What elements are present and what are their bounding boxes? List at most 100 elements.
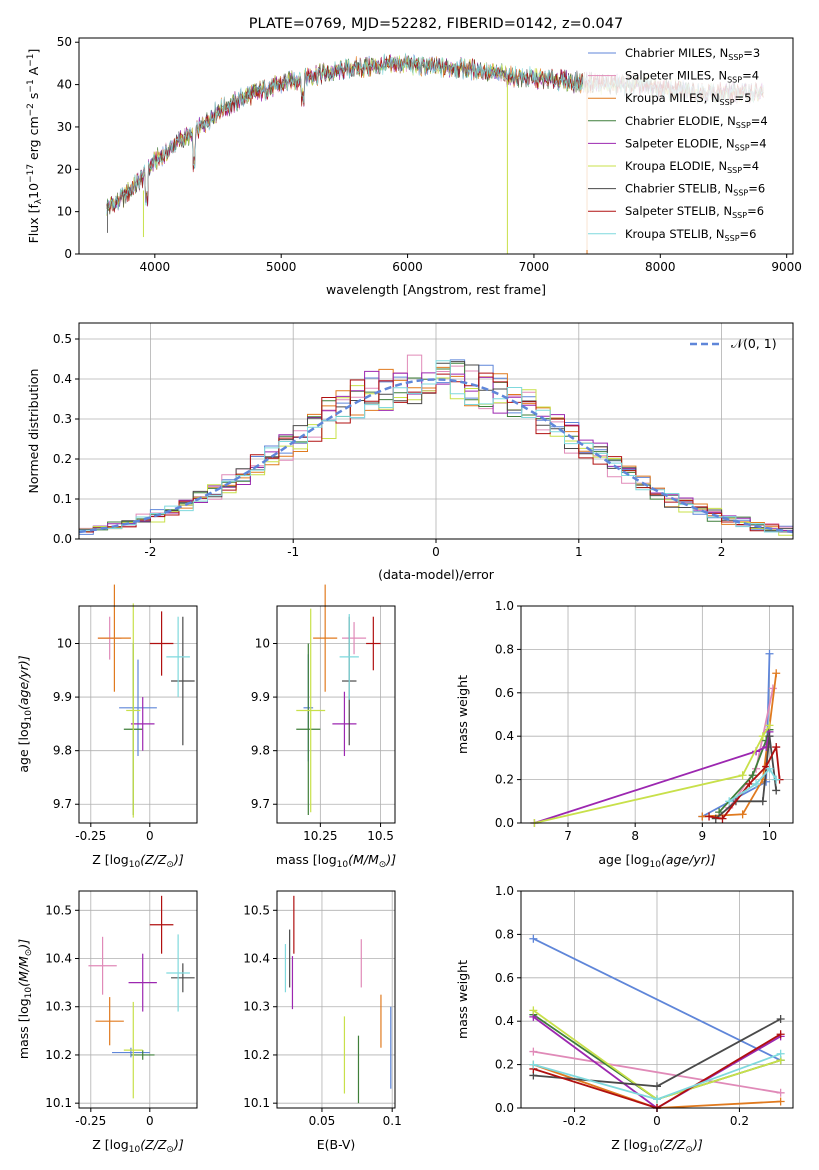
x-tick-label: 0: [146, 1114, 154, 1128]
y-axis-label: Normed distribution: [26, 369, 41, 494]
panel-residuals: -2 -1 0 1 2 0.0 0.1 0.2 0.3 0.4 0.5: [53, 322, 794, 559]
legend-entry: Salpeter ELODIE, NSSP=4: [625, 136, 767, 152]
legend-entry: Chabrier STELIB, NSSP=6: [625, 182, 765, 198]
label-part: =4: [750, 136, 767, 150]
label-part: Kroupa MILES, N: [625, 91, 720, 105]
y-tick-label: 10.5: [45, 903, 72, 917]
series-marker: [772, 775, 781, 784]
y-tick-label: 0.0: [495, 1101, 514, 1115]
y-tick-label: 0.1: [53, 492, 72, 506]
label-part: (age/yr)]: [16, 655, 31, 710]
series-line: [728, 767, 777, 803]
y-tick-label: 10: [57, 205, 72, 219]
y-tick-label: 10.4: [243, 952, 270, 966]
label-part: )]: [692, 1137, 703, 1152]
legend-entry: 𝒩(0, 1): [731, 336, 777, 351]
x-axis-label: age [log10(age/yr)]: [598, 852, 715, 870]
label-part: SSP: [720, 98, 735, 107]
label-part: Kroupa ELODIE, N: [625, 159, 727, 173]
label-part: erg cm: [26, 116, 41, 164]
legend-entry: Kroupa STELIB, NSSP=6: [625, 227, 756, 243]
label-part: −1: [26, 54, 36, 67]
y-tick-label: 0.4: [495, 1014, 514, 1028]
legend-entry: Salpeter STELIB, NSSP=6: [625, 204, 764, 220]
series-marker: [718, 814, 727, 823]
y-axis-label: mass weight: [455, 675, 470, 754]
label-part: SSP: [732, 211, 747, 220]
legend-entry: Chabrier ELODIE, NSSP=4: [625, 114, 768, 130]
errorbars: [88, 895, 195, 1099]
series-marker: [653, 1082, 661, 1091]
y-tick-label: 10.4: [45, 952, 72, 966]
y-tick-label: 0.4: [495, 729, 514, 743]
label-part: (Z/Z: [140, 852, 167, 867]
y-axis-label: Flux [fλ10−17 erg cm−2 s−1 A−1]: [26, 49, 44, 244]
label-part: SSP: [727, 166, 742, 175]
label-part: Salpeter STELIB, N: [625, 204, 732, 218]
x-tick-label: 7: [564, 829, 572, 843]
label-part: (age/yr)]: [661, 852, 716, 867]
label-part: =6: [740, 227, 757, 241]
y-tick-label: 10.2: [243, 1048, 270, 1062]
series-marker: [776, 1088, 785, 1097]
label-part: SSP: [733, 189, 748, 198]
y-tick-label: 10: [255, 637, 270, 651]
y-tick-label: 50: [57, 35, 72, 49]
label-part: age [log: [16, 721, 31, 772]
label-part: 10: [24, 987, 34, 999]
y-tick-label: 9.9: [53, 690, 72, 704]
y-tick-label: 9.8: [53, 744, 72, 758]
y-tick-label: 20: [57, 162, 72, 176]
axes-frame: [276, 890, 396, 1109]
y-tick-label: 10: [57, 637, 72, 651]
series-marker: [768, 684, 777, 693]
x-tick-label: 1: [575, 545, 583, 559]
normal-curve: [78, 378, 794, 534]
plot-area: [88, 895, 195, 1099]
legend-bg: [583, 44, 789, 250]
series-marker: [698, 812, 707, 821]
label-part: ⊙: [379, 860, 387, 870]
y-tick-label: 0.0: [495, 816, 514, 830]
x-axis-label: E(B-V): [317, 1137, 356, 1152]
label-part: =4: [751, 114, 768, 128]
series-marker: [738, 810, 747, 819]
label-part: Salpeter MILES, N: [625, 69, 727, 83]
legend-entry: Chabrier MILES, NSSP=3: [625, 46, 760, 62]
series-marker: [758, 797, 767, 806]
label-part: =4: [742, 69, 759, 83]
series-marker: [776, 1030, 785, 1039]
series-line: [701, 653, 771, 818]
label-part: SSP: [727, 76, 742, 85]
label-part: Z [log: [92, 852, 128, 867]
y-tick-label: 0.2: [495, 1058, 514, 1072]
series-marker: [653, 1095, 661, 1104]
y-axis-label: age [log10(age/yr)]: [16, 655, 34, 772]
x-axis-label: Z [log10(Z/Z⊙)]: [92, 852, 184, 870]
x-tick-label: 0.1: [383, 1114, 402, 1128]
errorbars: [97, 584, 195, 818]
y-tick-label: 0.8: [495, 927, 514, 941]
label-part: 10: [648, 1145, 660, 1155]
x-tick-label: -0.25: [75, 1114, 106, 1128]
label-part: Z [log: [611, 1137, 647, 1152]
series-marker: [776, 1049, 785, 1058]
x-tick-label: 0.2: [730, 1114, 749, 1128]
errorbars: [284, 895, 392, 1104]
x-tick-label: 0: [653, 1114, 661, 1128]
x-tick-label: -0.2: [563, 1114, 586, 1128]
x-tick-label: 10.25: [303, 829, 337, 843]
x-tick-label: -1: [287, 545, 299, 559]
label-part: )]: [173, 852, 184, 867]
series-marker: [758, 732, 767, 741]
label-part: )]: [385, 852, 396, 867]
label-part: 10: [129, 860, 141, 870]
panel-age_vs_Z: -0.25 0 9.7 9.8 9.9 10: [53, 584, 198, 843]
x-tick-label: 6000: [392, 260, 423, 274]
label-part: 10: [337, 860, 349, 870]
label-part: −17: [26, 164, 36, 183]
y-tick-label: 10.2: [45, 1048, 72, 1062]
axes-frame: [78, 890, 198, 1109]
plot-area: [78, 354, 794, 536]
